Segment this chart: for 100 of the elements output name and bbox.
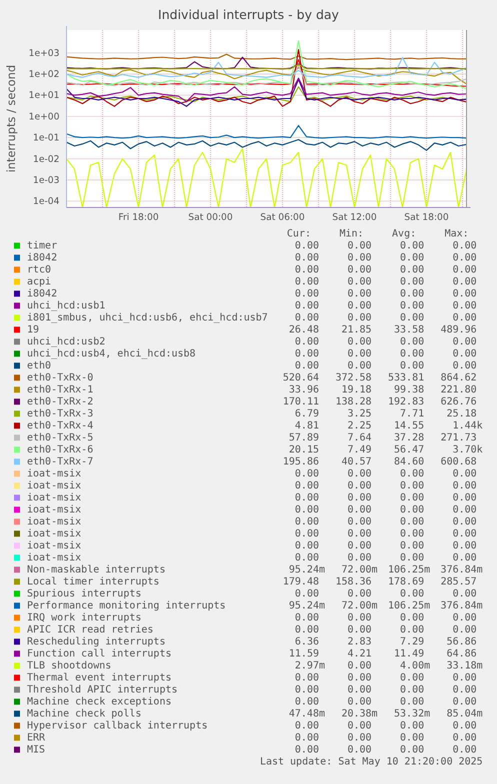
data-label: 626.76 [440, 396, 477, 408]
data-label: 11.59 [288, 648, 319, 660]
data-label: 7.71 [400, 408, 424, 420]
data-label: 72.00m [341, 600, 378, 612]
data-label: 0.00 [347, 468, 372, 480]
category-label: Non-maskable interrupts [27, 564, 166, 576]
data-label: 0.00 [452, 528, 477, 540]
data-label: 0.00 [294, 624, 319, 636]
data-label: 0.00 [452, 744, 477, 756]
data-label: 2.83 [347, 636, 372, 648]
data-label: 0.00 [400, 720, 424, 732]
category-label: eth0-TxRx-4 [27, 420, 94, 432]
data-label: 0.00 [347, 744, 372, 756]
category-label: APIC ICR read retries [27, 624, 154, 636]
line-series [66, 48, 466, 107]
category-label: Rescheduling interrupts [27, 636, 166, 648]
data-label: 95.24m [288, 600, 325, 612]
data-label: 0.00 [294, 588, 319, 600]
data-label: 0.00 [294, 288, 319, 300]
data-label: 376.84m [440, 564, 483, 576]
category-label: ioat-msix [27, 552, 82, 564]
data-label: 20.38m [341, 708, 378, 720]
data-label: 271.73 [440, 432, 477, 444]
data-label: 0.00 [347, 252, 372, 264]
data-label: 0.00 [294, 672, 319, 684]
data-label: 0.00 [452, 300, 477, 312]
x-tick-label: Sat 12:00 [332, 212, 377, 222]
data-label: 0.00 [294, 276, 319, 288]
category-label: timer [27, 240, 58, 252]
data-label: 0.00 [452, 480, 477, 492]
data-label: 0.00 [347, 492, 372, 504]
category-label: eth0 [27, 360, 52, 372]
data-label: 0.00 [294, 540, 319, 552]
data-label: 0.00 [400, 252, 424, 264]
text: Min: [339, 228, 364, 240]
category-label: Machine check polls [27, 708, 142, 720]
data-label: 195.86 [282, 456, 319, 468]
category-label: ioat-msix [27, 492, 82, 504]
data-label: 0.00 [452, 360, 477, 372]
data-label: 138.28 [335, 396, 372, 408]
data-label: 0.00 [400, 360, 424, 372]
data-label: 14.55 [394, 420, 424, 432]
category-label: Threshold APIC interrupts [27, 684, 178, 696]
data-label: 84.60 [394, 456, 424, 468]
data-label: 0.00 [452, 540, 477, 552]
category-label: eth0-TxRx-7 [27, 456, 94, 468]
data-label: 6.36 [294, 636, 319, 648]
category-label: Thermal event interrupts [27, 672, 172, 684]
data-label: 3.70k [452, 444, 483, 456]
data-label: 53.32m [394, 708, 430, 720]
data-label: 64.86 [446, 648, 477, 660]
category-label: eth0-TxRx-6 [27, 444, 94, 456]
data-label: 376.84m [440, 600, 483, 612]
data-label: 6.79 [294, 408, 319, 420]
data-label: 0.00 [347, 720, 372, 732]
data-label: 0.00 [294, 504, 319, 516]
category-label: i8042 [27, 252, 58, 264]
data-label: 0.00 [452, 732, 477, 744]
data-label: 56.86 [446, 636, 477, 648]
y-tick-label: 1e-01 [32, 132, 60, 144]
category-label: i8042 [27, 288, 58, 300]
data-label: 0.00 [347, 696, 372, 708]
data-label: 33.96 [288, 384, 319, 396]
data-label: 95.24m [288, 564, 325, 576]
data-label: 40.57 [341, 456, 372, 468]
line-series [66, 59, 466, 87]
data-label: 1.44k [452, 420, 483, 432]
data-label: 0.00 [294, 492, 319, 504]
data-label: 0.00 [294, 336, 319, 348]
data-label: 0.00 [452, 624, 477, 636]
data-label: 0.00 [452, 612, 477, 624]
data-label: 0.00 [400, 240, 424, 252]
data-label: 0.00 [347, 312, 372, 324]
category-label: ioat-msix [27, 480, 82, 492]
data-label: 0.00 [400, 744, 424, 756]
data-label: 0.00 [452, 672, 477, 684]
data-label: 106.25m [388, 564, 430, 576]
data-label: 0.00 [294, 468, 319, 480]
data-label: 0.00 [294, 744, 319, 756]
data-label: 0.00 [347, 348, 372, 360]
data-label: 0.00 [347, 288, 372, 300]
line-series [66, 40, 466, 90]
data-label: 3.25 [347, 408, 372, 420]
data-label: 33.58 [394, 324, 424, 336]
data-label: 20.15 [288, 444, 319, 456]
data-label: 178.69 [388, 576, 424, 588]
data-label: 0.00 [347, 552, 372, 564]
data-label: 99.38 [394, 384, 424, 396]
text: Max: [444, 228, 469, 240]
category-label: MIS [27, 744, 46, 756]
data-label: 57.89 [288, 432, 319, 444]
data-label: 0.00 [400, 492, 424, 504]
data-label: 0.00 [400, 264, 424, 276]
data-label: 0.00 [452, 720, 477, 732]
data-label: 0.00 [400, 516, 424, 528]
data-label: 0.00 [347, 480, 372, 492]
data-label: 0.00 [452, 492, 477, 504]
data-label: 0.00 [294, 240, 319, 252]
data-label: 85.04m [446, 708, 483, 720]
category-label: acpi [27, 276, 52, 288]
